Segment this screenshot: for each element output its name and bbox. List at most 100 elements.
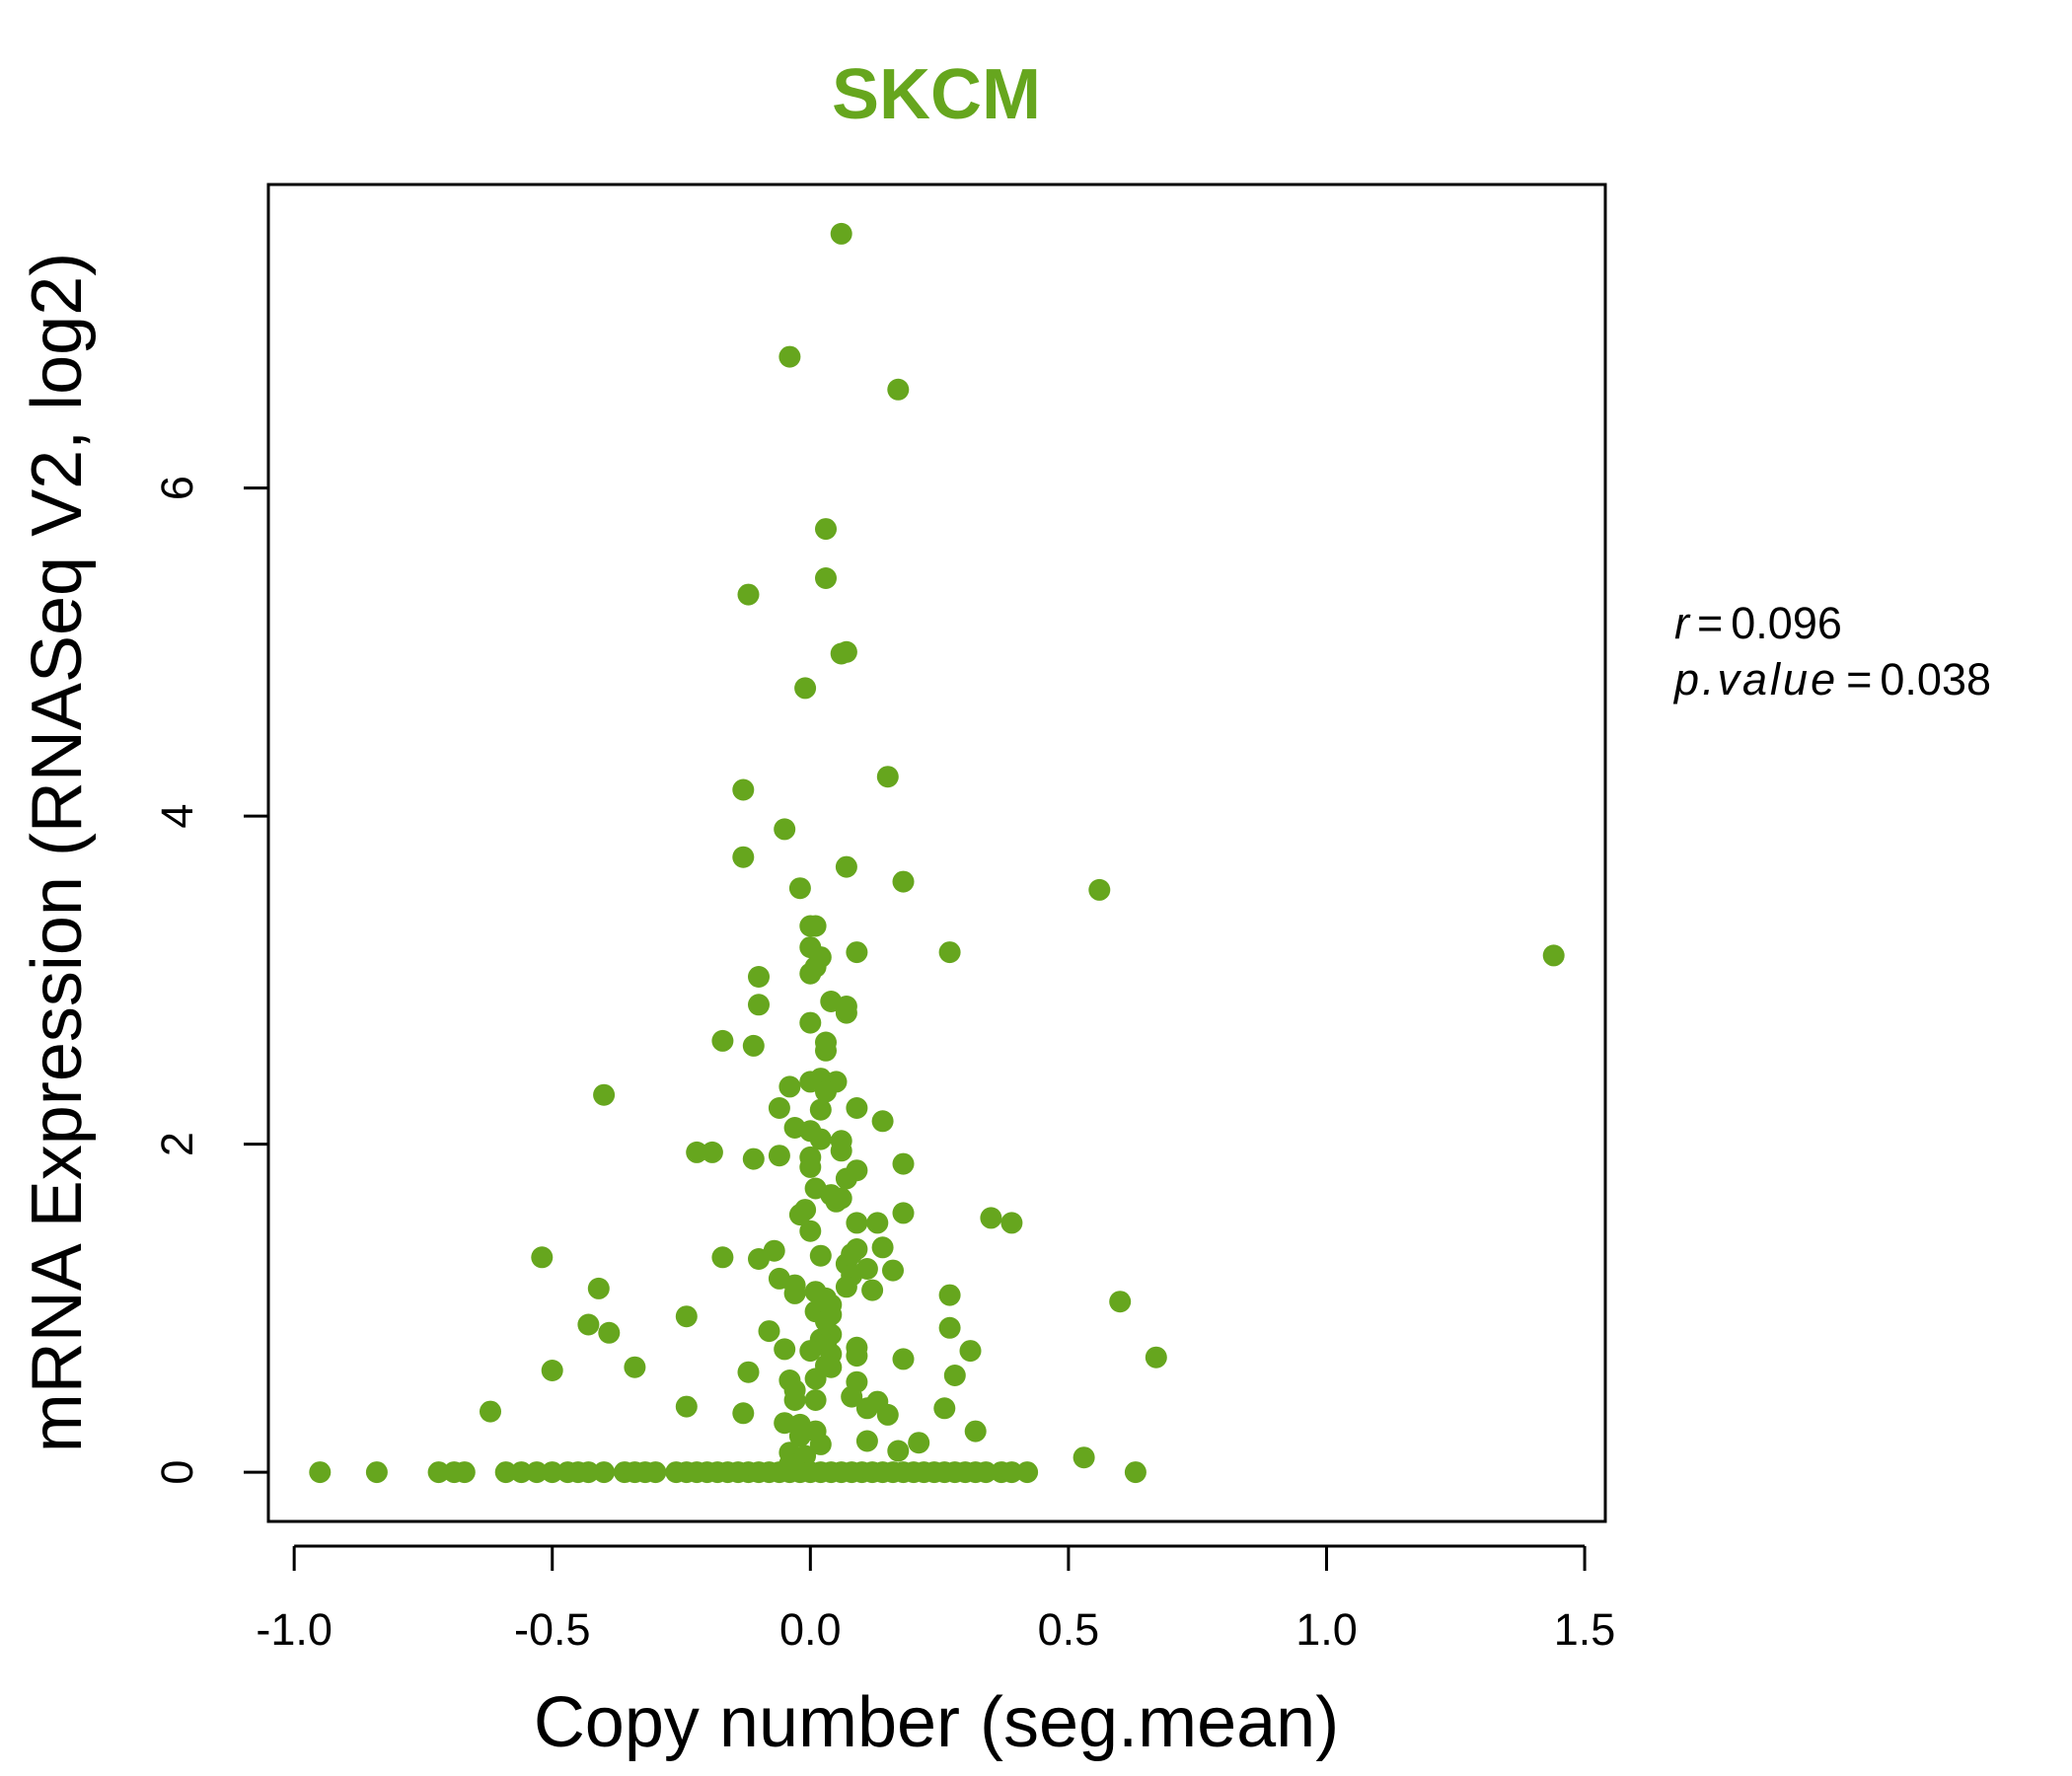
x-tick-label: 0.0 bbox=[779, 1604, 842, 1655]
data-point bbox=[748, 994, 770, 1016]
data-point bbox=[686, 1141, 708, 1163]
data-point bbox=[768, 1145, 790, 1167]
data-point bbox=[809, 1128, 832, 1150]
data-point bbox=[892, 870, 915, 893]
data-point bbox=[876, 1403, 899, 1426]
data-point bbox=[758, 1320, 780, 1343]
data-point bbox=[892, 1202, 915, 1224]
data-point bbox=[835, 1276, 857, 1298]
data-point bbox=[1145, 1346, 1167, 1369]
data-point bbox=[871, 1236, 894, 1259]
x-tick-label: -0.5 bbox=[514, 1604, 591, 1655]
data-point bbox=[774, 818, 796, 841]
y-tick-label: 4 bbox=[152, 804, 202, 829]
data-point bbox=[778, 345, 801, 368]
y-tick-label: 6 bbox=[152, 476, 202, 500]
data-point bbox=[1109, 1291, 1132, 1313]
data-point bbox=[846, 1212, 868, 1234]
data-point bbox=[809, 1433, 832, 1455]
data-point bbox=[541, 1360, 563, 1381]
data-point bbox=[701, 1141, 723, 1163]
data-point bbox=[876, 766, 899, 788]
data-point bbox=[815, 1080, 837, 1103]
data-point bbox=[892, 1348, 915, 1370]
data-point bbox=[675, 1395, 698, 1418]
data-point bbox=[830, 642, 852, 665]
data-point bbox=[748, 1248, 770, 1270]
y-axis: 0 2 4 6 bbox=[152, 476, 268, 1485]
data-point bbox=[809, 1244, 832, 1267]
chart-title: SKCM bbox=[832, 55, 1041, 134]
data-point bbox=[480, 1400, 501, 1423]
data-point bbox=[804, 1389, 827, 1411]
data-point bbox=[587, 1277, 610, 1299]
data-point bbox=[675, 1305, 698, 1328]
data-point bbox=[799, 1220, 822, 1242]
data-point bbox=[887, 1440, 910, 1462]
x-tick-label: 1.0 bbox=[1295, 1604, 1358, 1655]
data-point bbox=[494, 1461, 517, 1484]
data-point bbox=[541, 1461, 563, 1484]
data-point bbox=[742, 1147, 765, 1170]
data-point bbox=[975, 1461, 998, 1484]
data-point bbox=[593, 1083, 616, 1106]
x-axis: -1.0 -0.5 0.0 0.5 1.0 1.5 bbox=[256, 1544, 1615, 1655]
data-point bbox=[737, 1361, 760, 1383]
data-point bbox=[846, 941, 868, 964]
correlation-stats: r = 0.096 p.value = 0.038 bbox=[1672, 598, 1991, 704]
data-point bbox=[846, 1097, 868, 1119]
data-point bbox=[788, 1204, 811, 1226]
data-point bbox=[938, 941, 961, 964]
data-point bbox=[783, 1282, 806, 1304]
data-point bbox=[577, 1461, 600, 1484]
data-point bbox=[887, 378, 910, 401]
data-point bbox=[938, 1316, 961, 1339]
data-point bbox=[815, 567, 837, 589]
data-point bbox=[882, 1259, 904, 1282]
data-point bbox=[1073, 1446, 1095, 1469]
data-point bbox=[830, 1140, 852, 1162]
data-point bbox=[1000, 1461, 1023, 1484]
data-point bbox=[799, 1071, 822, 1093]
data-point bbox=[783, 1389, 806, 1411]
data-point bbox=[855, 1430, 878, 1452]
data-point bbox=[820, 1356, 843, 1378]
data-point bbox=[871, 1110, 894, 1133]
data-point bbox=[453, 1461, 476, 1484]
r-stat-line: r = 0.096 bbox=[1674, 598, 1842, 648]
data-point bbox=[866, 1212, 889, 1234]
data-point bbox=[835, 855, 857, 878]
data-point bbox=[815, 518, 837, 541]
data-point bbox=[365, 1461, 388, 1484]
data-point bbox=[593, 1461, 616, 1484]
data-point bbox=[309, 1461, 332, 1484]
data-point bbox=[964, 1420, 987, 1443]
data-point bbox=[835, 1167, 857, 1190]
data-point bbox=[841, 1385, 863, 1408]
data-point bbox=[788, 1425, 811, 1447]
x-tick-label: -1.0 bbox=[256, 1604, 333, 1655]
p-stat-line: p.value = 0.038 bbox=[1672, 654, 1991, 704]
plot-frame bbox=[266, 183, 1607, 1523]
y-tick-label: 0 bbox=[152, 1460, 202, 1485]
data-point bbox=[804, 1368, 827, 1390]
data-point bbox=[846, 1345, 868, 1368]
data-point bbox=[830, 1187, 852, 1210]
r-stat-label: r bbox=[1674, 598, 1691, 648]
data-point bbox=[908, 1432, 930, 1454]
data-point bbox=[830, 222, 852, 245]
data-point bbox=[510, 1461, 533, 1484]
data-point bbox=[711, 1246, 734, 1269]
data-point bbox=[742, 1034, 765, 1057]
x-tick-label: 0.5 bbox=[1038, 1604, 1100, 1655]
data-point bbox=[1124, 1461, 1147, 1484]
data-point bbox=[1016, 1461, 1039, 1484]
data-point bbox=[644, 1461, 667, 1484]
data-point bbox=[788, 877, 811, 900]
p-stat-label: p.value bbox=[1672, 654, 1838, 704]
data-point bbox=[933, 1397, 956, 1420]
data-point bbox=[804, 915, 827, 937]
r-stat-equals: = bbox=[1697, 598, 1723, 648]
